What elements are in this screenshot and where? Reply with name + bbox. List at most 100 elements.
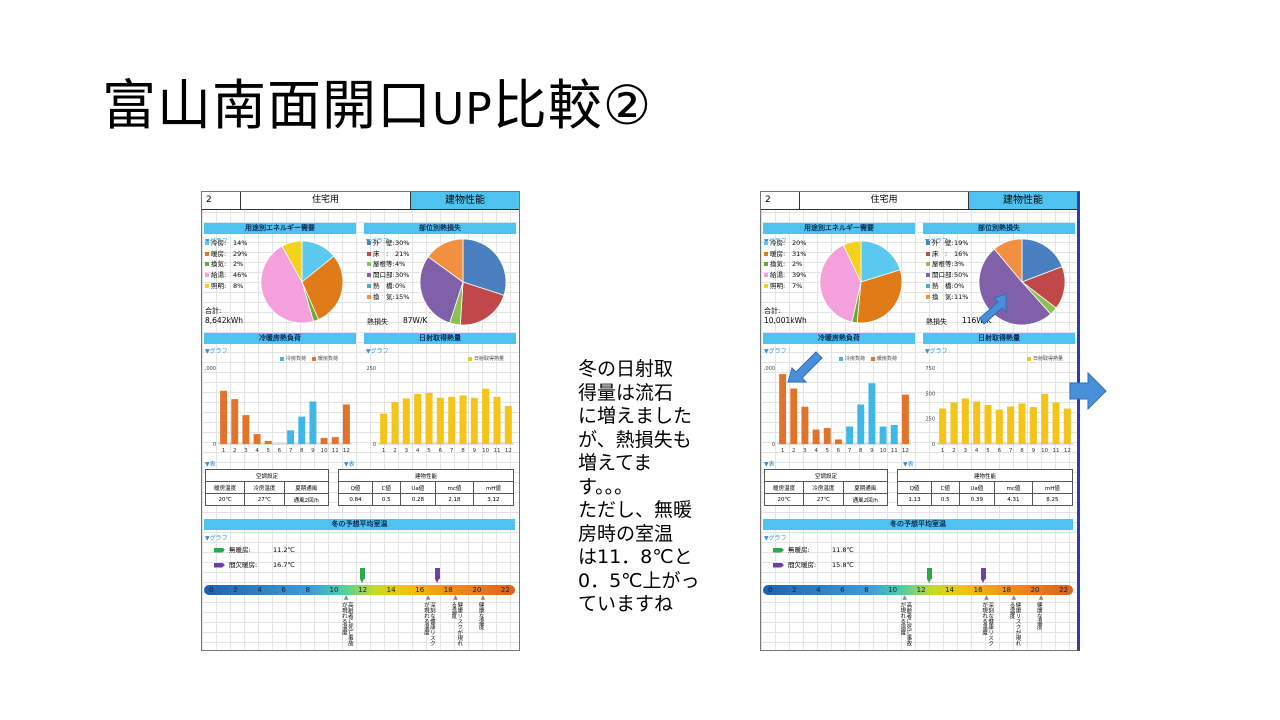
table-cell: 8.25 <box>1031 493 1074 506</box>
legend-label: 開口部: <box>373 271 395 280</box>
table-head: mH値 <box>472 481 515 494</box>
bar <box>425 392 433 444</box>
scale-tick: 10 <box>329 586 339 594</box>
legend-cool: 冷房負荷 <box>845 356 866 362</box>
bar <box>470 397 478 444</box>
x-tick-label: 11 <box>891 448 898 454</box>
energy-total-value: 8,642kWh <box>205 316 243 325</box>
threshold-marker: ▲ <box>343 594 349 601</box>
graph-toggle: ▼グラフ <box>205 348 228 355</box>
legend-item: 開口部: 30% <box>367 270 415 281</box>
legend-solar: 日射取得熱量 <box>1033 356 1064 362</box>
section-load-title: 冷暖房熱負荷 <box>204 333 356 344</box>
hvac-settings-table: 空調設定 暖房温度 冷房温度 夏期通風 20℃ 27℃ 通風2回/h <box>204 469 329 506</box>
scale-tick: 14 <box>386 586 396 594</box>
legend-swatch <box>367 251 371 256</box>
table-head: mc値 <box>435 481 474 494</box>
bar <box>779 374 787 444</box>
scale-tick: 14 <box>945 586 955 594</box>
legend-label: 熱 橋: <box>373 281 395 290</box>
legend-label: 外 壁: <box>932 239 954 247</box>
legend-value: 3% <box>954 260 965 269</box>
pie-slice <box>1021 238 1063 283</box>
bar <box>834 439 842 444</box>
legend-swatch <box>312 356 317 361</box>
graph-toggle: ▼グラフ <box>764 535 787 542</box>
legend-label: 屋根等: <box>373 260 395 269</box>
legend-label: 屋根等: <box>932 260 954 269</box>
legend-label: 照明: <box>770 281 786 290</box>
x-tick-label: 7 <box>1009 448 1013 454</box>
legend-swatch <box>205 283 209 288</box>
x-tick-label: 1 <box>222 448 226 454</box>
table-cell: 通風2回/h <box>842 493 888 506</box>
legend-swatch <box>367 294 371 299</box>
legend-label: 換気: <box>770 260 786 269</box>
tab-building-performance: 建物性能 <box>411 192 519 209</box>
table-toggle: ▼表 <box>205 461 216 468</box>
loss-legend: 外 壁: 30% 床 :21% 屋根等: 4% 開口部: 30% 熱 橋: 0% 換 気: 15% <box>367 238 415 302</box>
loss-total: 熱損失 87W/K <box>367 316 427 327</box>
bar <box>823 428 831 444</box>
legend-swatch <box>926 283 930 288</box>
legend-value: 4% <box>395 260 406 269</box>
legend-item: 暖房: 31% <box>764 249 812 260</box>
table-title: 空調設定 <box>205 469 329 482</box>
legend-item: 換気: 2% <box>764 259 812 270</box>
energy-total-label: 合計: <box>205 307 222 315</box>
legend-value: 8% <box>233 281 244 290</box>
table-head: C値 <box>372 481 401 494</box>
table-title: 建物性能 <box>897 469 1073 482</box>
x-tick-label: 5 <box>986 448 990 454</box>
bar <box>231 399 239 444</box>
bar <box>973 401 981 444</box>
y-tick-label: 250 <box>925 417 935 423</box>
scale-tick: 12 <box>358 586 368 594</box>
y-tick-label: 0 <box>932 442 935 448</box>
x-tick-label: 9 <box>473 448 477 454</box>
x-tick-label: 6 <box>278 448 282 454</box>
legend-swatch <box>205 251 209 256</box>
legend-label: 床 : <box>932 249 948 258</box>
table-toggle: ▼表 <box>903 461 914 468</box>
legend-swatch <box>468 356 472 361</box>
annotation-arrow-heating <box>787 351 823 383</box>
legend-value: 16% <box>954 249 969 258</box>
x-tick-label: 2 <box>792 448 796 454</box>
legend-swatch <box>764 251 768 256</box>
y-tick-label: 0 <box>213 442 216 448</box>
table-cell: 1.13 <box>896 493 933 506</box>
bar <box>264 440 272 444</box>
legend-label: 照明: <box>211 281 227 290</box>
x-tick-label: 1 <box>382 448 386 454</box>
section-loss-title: 部位別熱損失 <box>364 223 516 234</box>
pie-slice <box>459 281 505 326</box>
legend-value: 11% <box>954 292 969 301</box>
legend-item: 床 : 16% <box>926 249 974 260</box>
report-number: 2 <box>761 192 800 209</box>
table-cell: 20℃ <box>204 493 246 506</box>
bar <box>1007 406 1015 444</box>
loss-total-value: 116W/K <box>962 316 992 325</box>
legend-label: 開口部: <box>932 271 954 280</box>
legend-item: 外 壁: 19% <box>926 238 974 249</box>
legend-value: 20% <box>792 239 807 247</box>
bar <box>320 437 328 444</box>
legend-swatch <box>926 251 930 256</box>
threshold-note: 高齢者に死亡事故が現れる温度 <box>899 602 912 646</box>
section-solar-title: 日射取得熱量 <box>923 333 1075 344</box>
loss-legend: 外 壁: 19% 床 :16% 屋根等: 3% 開口部: 50% 熱 橋: 0% 換 気: 11% <box>926 238 974 302</box>
table-head: C値 <box>931 481 960 494</box>
section-energy-title: 用途別エネルギー需要 <box>204 223 356 234</box>
bar <box>984 404 992 444</box>
slide-title: 富山南面開口UP比較② <box>102 74 653 137</box>
scale-tick: 12 <box>916 586 926 594</box>
solar-legend: 日射取得熱量 <box>1027 355 1063 362</box>
scale-tick: 18 <box>1002 586 1012 594</box>
energy-pie-chart <box>819 240 903 324</box>
table-head: 夏期通風 <box>283 481 329 494</box>
threshold-marker: ▲ <box>984 594 989 601</box>
x-tick-label: 3 <box>803 448 807 454</box>
green-flag-icon <box>773 547 784 553</box>
threshold-marker: ▲ <box>425 594 431 601</box>
